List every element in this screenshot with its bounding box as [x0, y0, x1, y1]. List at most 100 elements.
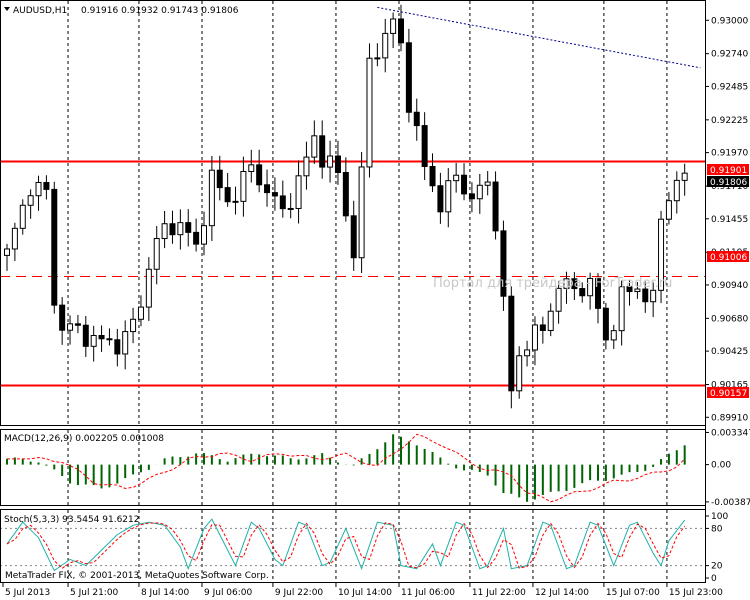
candle-body	[145, 268, 152, 308]
candle-body	[626, 286, 633, 293]
candle-body	[74, 323, 81, 326]
macd-axis-tick-label: 0.003347	[711, 428, 750, 438]
stoch-main-line	[6, 518, 686, 572]
candle-body	[271, 192, 278, 197]
main-pane-frame	[0, 0, 706, 426]
candle-body	[43, 182, 50, 190]
macd-axis-tick-label: 0.00	[711, 461, 731, 471]
time-axis: 5 Jul 2013 5 Jul 21:00 8 Jul 14:00 9 Jul 06…	[2, 583, 723, 598]
candle-body	[114, 339, 121, 355]
macd-indicator	[6, 433, 686, 503]
candle-body	[82, 324, 89, 347]
time-axis-tick-label: 12 Jul 14:00	[535, 588, 589, 598]
price-axis-tick-label: 0.90940	[711, 281, 748, 291]
symbol-dropdown-icon[interactable]	[4, 7, 10, 11]
stoch-axis-tick-label: 80	[711, 524, 723, 534]
macd-label: MACD(12,26,9) 0.002205 0.001008	[4, 434, 164, 444]
candle-body	[193, 231, 200, 245]
candle-body	[327, 155, 334, 168]
price-axis-tick-label: 0.93000	[711, 16, 748, 26]
candle-body	[98, 335, 105, 340]
candle-body	[264, 184, 271, 194]
time-axis-tick-label: 8 Jul 14:00	[141, 588, 190, 598]
candle-body	[256, 164, 263, 186]
candle-body	[240, 170, 247, 202]
candle-body	[177, 222, 184, 236]
time-axis-tick-label: 11 Jul 22:00	[472, 588, 526, 598]
candle-body	[11, 227, 18, 250]
candle-body	[201, 225, 207, 245]
support-price-tag: 0.90157	[710, 389, 747, 399]
stoch-signal-line	[6, 522, 686, 569]
candle-body	[681, 172, 688, 181]
candle-body	[51, 188, 58, 306]
candle-body	[673, 179, 680, 202]
candle-body	[618, 286, 625, 332]
candle-body	[445, 180, 452, 213]
price-axis-tick-label: 0.92225	[711, 116, 748, 126]
price-axis-tick-label: 0.91970	[711, 149, 748, 159]
candle-body	[468, 193, 475, 200]
candlestick-series	[4, 4, 688, 409]
trend-line	[377, 6, 701, 69]
copyright-text: MetaTrader FIX, © 2001-2013, MetaQuotes …	[5, 571, 269, 581]
symbol-timeframe: AUDUSD,H1	[13, 6, 67, 16]
candle-body	[59, 304, 66, 331]
candle-body	[390, 18, 397, 34]
support-price-tag-bg	[707, 387, 749, 398]
candle-body	[208, 169, 215, 227]
price-axis-tick-label: 0.92740	[711, 50, 748, 60]
candle-body	[642, 288, 649, 303]
candle-body	[650, 289, 657, 303]
price-axes: 0.93000 0.92740 0.92485 0.92225 0.91970 0.917…	[705, 16, 750, 584]
candle-body	[555, 287, 562, 312]
candle-body	[539, 324, 546, 331]
candle-body	[634, 288, 641, 293]
candle-body	[279, 195, 286, 210]
candle-body	[27, 195, 34, 206]
stoch-axis-tick-label: 0	[711, 574, 717, 584]
candle-body	[531, 324, 538, 351]
candle-body	[358, 166, 365, 259]
candle-body	[453, 174, 460, 182]
candle-body	[35, 182, 42, 197]
candle-body	[602, 307, 609, 341]
candle-body	[429, 166, 436, 187]
candle-body	[130, 318, 137, 333]
candle-body	[19, 204, 26, 229]
time-axis-tick-label: 15 Jul 23:00	[669, 588, 723, 598]
pivot-price-tag-bg	[707, 251, 749, 262]
price-axis-tick-label: 0.92485	[711, 82, 748, 92]
time-axis-tick-label: 5 Jul 2013	[5, 588, 50, 598]
price-axis-tick-label: 0.90425	[711, 347, 748, 357]
time-axis-tick-label: 5 Jul 21:00	[70, 588, 119, 598]
candle-body	[484, 181, 491, 186]
pivot-price-tag: 0.91006	[710, 253, 747, 263]
time-axis-tick-label: 9 Jul 06:00	[204, 588, 253, 598]
candle-body	[311, 135, 318, 158]
horizontal-levels	[0, 6, 705, 387]
price-axis-tick-label: 0.91710	[711, 182, 748, 192]
candle-body	[303, 156, 310, 177]
candle-body	[476, 184, 483, 200]
stoch-axis-tick-label: 20	[711, 562, 723, 572]
time-axis-tick-label: 15 Jul 07:00	[606, 588, 660, 598]
resistance-price-tag: 0.91901	[710, 166, 747, 176]
candle-body	[295, 175, 302, 209]
candle-body	[571, 278, 578, 290]
candle-body	[547, 310, 554, 331]
candle-body	[421, 125, 428, 168]
candle-body	[382, 32, 389, 59]
candle-body	[492, 181, 499, 232]
candle-body	[106, 338, 113, 341]
candle-body	[665, 200, 672, 220]
candle-body	[437, 185, 444, 213]
candle-body	[4, 248, 10, 256]
candle-body	[579, 288, 586, 297]
candle-body	[563, 278, 570, 289]
candle-body	[232, 200, 239, 203]
candle-body	[595, 277, 601, 309]
candle-body	[169, 223, 176, 236]
